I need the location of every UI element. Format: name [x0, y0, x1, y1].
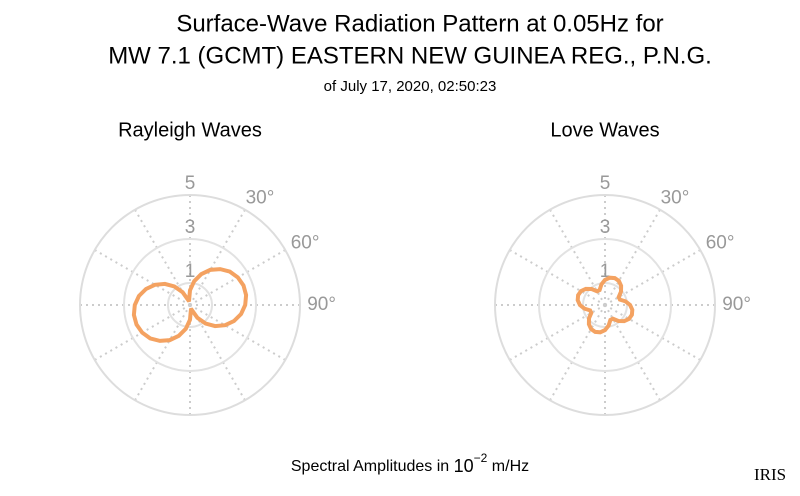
subtitle: of July 17, 2020, 02:50:23	[324, 78, 497, 95]
radial-tick-label: 3	[185, 217, 196, 238]
angular-grid-line	[549, 304, 606, 401]
footer-text: m/Hz	[487, 458, 529, 475]
angular-grid-line	[604, 304, 701, 361]
footer-sup: −2	[474, 451, 488, 465]
title-line: MW 7.1 (GCMT) EASTERN NEW GUINEA REG., P…	[108, 42, 712, 69]
angular-tick-label: 60°	[291, 232, 320, 253]
radial-grid-circle	[494, 194, 716, 416]
title-line: Surface-Wave Radiation Pattern at 0.05Hz…	[176, 10, 663, 37]
angular-tick-label: 90°	[307, 294, 336, 315]
angular-grid-line	[604, 209, 661, 306]
radial-tick-label: 1	[600, 261, 611, 282]
angular-tick-label: 30°	[246, 187, 275, 208]
angular-tick-label: 30°	[661, 187, 690, 208]
radial-tick-label: 5	[185, 173, 196, 194]
radial-grid-circle	[79, 194, 301, 416]
angular-tick-label: 90°	[722, 294, 751, 315]
angular-grid-line	[134, 304, 191, 401]
radial-tick-label: 1	[185, 261, 196, 282]
angular-tick-label: 60°	[706, 232, 735, 253]
chart-title: Rayleigh Waves	[118, 119, 262, 141]
angular-grid-line	[94, 249, 191, 306]
radiation-pattern	[575, 275, 635, 335]
radial-grid-circle	[538, 238, 672, 372]
radial-grid-circle	[123, 238, 257, 372]
radial-tick-label: 3	[600, 217, 611, 238]
angular-grid-line	[189, 209, 246, 306]
radial-tick-label: 5	[600, 173, 611, 194]
logo: IRIS	[754, 465, 786, 484]
angular-grid-line	[189, 304, 286, 361]
footer: Spectral Amplitudes in 10−2 m/Hz	[291, 451, 529, 476]
footer-text: 10	[454, 456, 474, 476]
radial-grid-circle	[167, 282, 213, 328]
chart-title: Love Waves	[550, 119, 659, 141]
footer-text: Spectral Amplitudes in	[291, 458, 454, 475]
angular-grid-line	[509, 249, 606, 306]
radiation-pattern	[131, 267, 249, 343]
